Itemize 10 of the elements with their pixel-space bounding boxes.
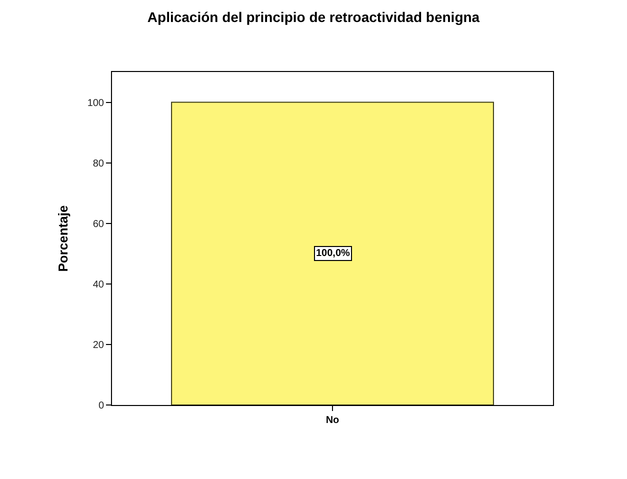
y-tick-label: 40 bbox=[92, 279, 104, 290]
y-tick-label: 0 bbox=[98, 400, 104, 412]
data-label: 100,0% bbox=[316, 248, 350, 259]
y-tick-label: 20 bbox=[92, 340, 104, 351]
y-tick-label: 80 bbox=[92, 158, 104, 170]
y-axis-title: Porcentaje bbox=[55, 205, 70, 272]
y-tick-label: 60 bbox=[92, 218, 104, 230]
chart-title: Aplicación del principio de retroactividad benigna bbox=[147, 8, 480, 25]
x-tick-label: No bbox=[326, 415, 340, 426]
y-tick-label: 100 bbox=[87, 98, 104, 109]
